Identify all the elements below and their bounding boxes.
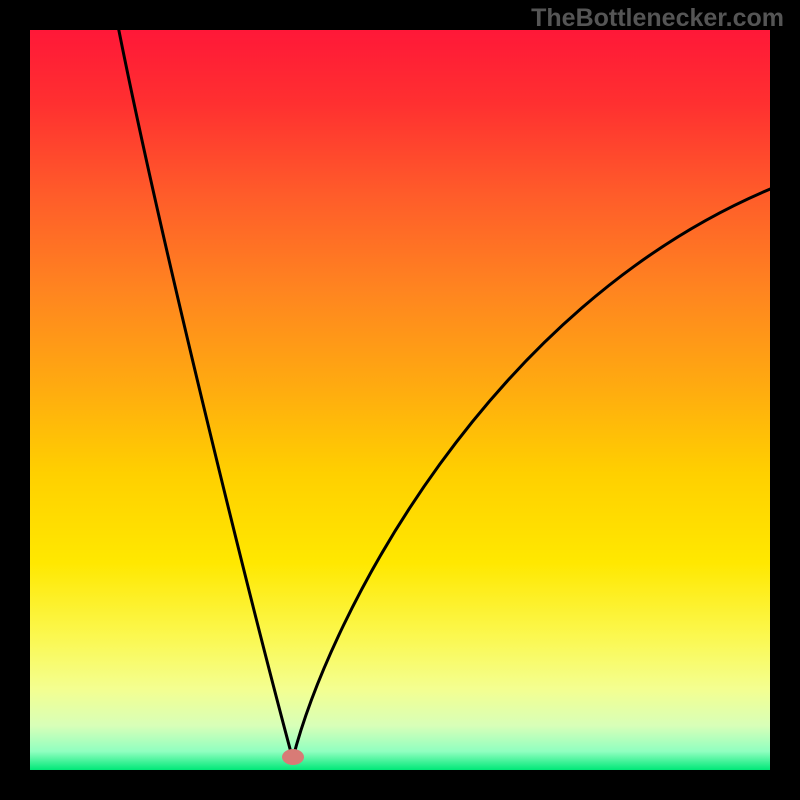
- plot-area: [30, 30, 770, 770]
- curve-layer: [30, 30, 770, 770]
- bottleneck-curve: [119, 30, 770, 759]
- watermark-text: TheBottlenecker.com: [531, 4, 784, 33]
- chart-canvas: TheBottlenecker.com: [0, 0, 800, 800]
